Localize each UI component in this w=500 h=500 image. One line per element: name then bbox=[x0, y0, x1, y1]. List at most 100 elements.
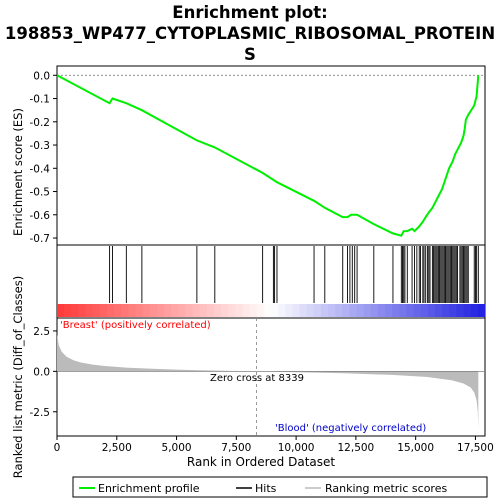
gradient-segment bbox=[442, 304, 450, 317]
enrichment-profile-line bbox=[56, 74, 480, 237]
es-panel-frame bbox=[56, 65, 486, 246]
gradient-segment bbox=[285, 304, 293, 317]
gradient-segment bbox=[199, 304, 208, 317]
gradient-segment bbox=[435, 304, 443, 317]
positive-class-label: 'Breast' (positively correlated) bbox=[60, 320, 211, 331]
x-tick-label: 17,500 bbox=[457, 442, 494, 454]
axis-layer: 0.0 -0.1 -0.2 -0.3 -0.4 -0.5 -0.6 -0.7 2.5 0.0 -2.… bbox=[30, 70, 494, 454]
gradient-segment bbox=[135, 304, 144, 317]
gradient-segment bbox=[363, 304, 372, 317]
gradient-segment bbox=[299, 304, 308, 317]
gradient-segment bbox=[99, 304, 108, 317]
gradient-segment bbox=[142, 304, 151, 317]
es-axis-label: Enrichment score (ES) bbox=[11, 108, 25, 236]
gradient-segment bbox=[256, 304, 265, 317]
gradient-segment bbox=[463, 304, 472, 317]
x-tick-label: 12,500 bbox=[338, 442, 375, 454]
gradient-segment bbox=[78, 304, 87, 317]
gradient-segment bbox=[85, 304, 94, 317]
gradient-segment bbox=[356, 304, 365, 317]
gradient-bar bbox=[57, 304, 486, 317]
metric-axis-label: Ranked list metric (Diff_of_Classes) bbox=[11, 276, 25, 478]
es-y-tick-label: -0.7 bbox=[30, 233, 51, 245]
gradient-segment bbox=[149, 304, 158, 317]
metric-y-tick-label: -2.5 bbox=[30, 407, 51, 419]
gradient-segment bbox=[249, 304, 258, 317]
gradient-segment bbox=[64, 304, 72, 317]
gradient-segment bbox=[292, 304, 301, 317]
gradient-segment bbox=[263, 304, 272, 317]
es-layer bbox=[56, 74, 485, 237]
gradient-segment bbox=[171, 304, 179, 317]
metric-y-tick-label: 2.5 bbox=[33, 326, 50, 338]
x-tick-label: 2,500 bbox=[102, 442, 132, 454]
es-y-tick-label: -0.5 bbox=[30, 187, 51, 199]
legend-box bbox=[72, 476, 488, 498]
x-tick-label: 7,500 bbox=[221, 442, 251, 454]
gradient-segment bbox=[420, 304, 429, 317]
metric-y-tick-label: 0.0 bbox=[33, 366, 50, 378]
gradient-segment bbox=[228, 304, 236, 317]
gradient-segment bbox=[399, 304, 408, 317]
title-line-1: Enrichment plot: bbox=[172, 3, 328, 22]
es-y-tick-label: -0.1 bbox=[30, 94, 51, 106]
title-line-2: 198853_WP477_CYTOPLASMIC_RIBOSOMAL_PROTE… bbox=[4, 24, 496, 43]
gradient-segment bbox=[342, 304, 351, 317]
gradient-segment bbox=[313, 304, 322, 317]
x-tick-label: 5,000 bbox=[162, 442, 192, 454]
x-tick-label: 0 bbox=[54, 442, 61, 454]
gradient-segment bbox=[221, 304, 229, 317]
gradient-segment bbox=[206, 304, 215, 317]
gradient-segment bbox=[320, 304, 329, 317]
gradient-segment bbox=[121, 304, 129, 317]
es-y-tick-label: -0.3 bbox=[30, 140, 51, 152]
gradient-segment bbox=[370, 304, 379, 317]
gradient-segment bbox=[242, 304, 251, 317]
es-y-tick-label: -0.2 bbox=[30, 117, 51, 129]
gradient-segment bbox=[406, 304, 415, 317]
gradient-segment bbox=[349, 304, 358, 317]
gradient-segment bbox=[271, 304, 279, 317]
metric-panel-frame bbox=[56, 317, 486, 437]
gradient-segment bbox=[456, 304, 465, 317]
gradient-segment bbox=[335, 304, 343, 317]
gradient-segment bbox=[328, 304, 336, 317]
title-line-3: S bbox=[244, 45, 256, 64]
gradient-segment bbox=[378, 304, 386, 317]
hits-layer bbox=[109, 246, 479, 303]
es-y-tick-label: -0.6 bbox=[30, 210, 51, 222]
gradient-segment bbox=[106, 304, 115, 317]
zero-cross-label: Zero cross at 8339 bbox=[210, 373, 304, 384]
metric-layer bbox=[57, 318, 485, 436]
negative-class-label: 'Blood' (negatively correlated) bbox=[275, 423, 426, 434]
gradient-segment bbox=[213, 304, 222, 317]
gradient-segment bbox=[57, 304, 65, 317]
gradient-segment bbox=[164, 304, 172, 317]
gradient-segment bbox=[156, 304, 165, 317]
gradient-segment bbox=[235, 304, 244, 317]
gradient-segment bbox=[114, 304, 122, 317]
legend-metric-label: Ranking metric scores bbox=[325, 482, 447, 495]
gradient-segment bbox=[392, 304, 400, 317]
x-axis-label: Rank in Ordered Dataset bbox=[187, 455, 335, 469]
gradient-segment bbox=[128, 304, 137, 317]
chart-title: Enrichment plot: 198853_WP477_CYTOPLASMI… bbox=[0, 2, 500, 65]
gradient-segment bbox=[470, 304, 479, 317]
gradient-segment bbox=[427, 304, 436, 317]
gradient-segment bbox=[413, 304, 422, 317]
x-tick-label: 10,000 bbox=[278, 442, 315, 454]
legend-profile-label: Enrichment profile bbox=[98, 482, 200, 495]
gradient-segment bbox=[449, 304, 458, 317]
gradient-segment bbox=[92, 304, 101, 317]
legend-hits-label: Hits bbox=[255, 482, 277, 495]
x-tick-label: 15,000 bbox=[397, 442, 434, 454]
gradient-segment bbox=[306, 304, 315, 317]
es-y-tick-label: 0.0 bbox=[33, 70, 50, 82]
gradient-segment bbox=[178, 304, 186, 317]
gradient-segment bbox=[278, 304, 286, 317]
gradient-segment bbox=[385, 304, 393, 317]
gradient-segment bbox=[185, 304, 194, 317]
gradient-segment bbox=[477, 304, 486, 317]
